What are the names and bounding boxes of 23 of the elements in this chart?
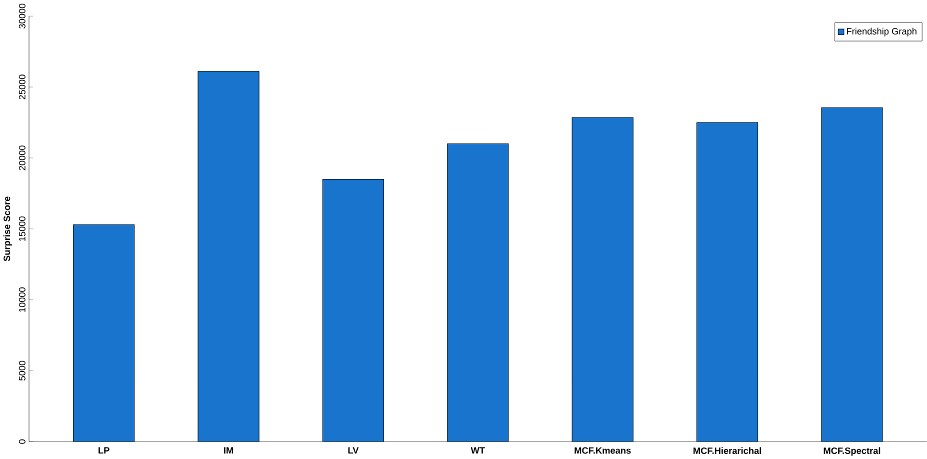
bar (198, 71, 260, 442)
y-tick-label: 15000 (18, 216, 26, 241)
y-tick-label: 10000 (18, 287, 26, 312)
y-tick-label: 30000 (18, 4, 26, 28)
bar (322, 179, 384, 442)
bar (572, 117, 634, 442)
y-tick-label: 25000 (18, 74, 26, 100)
x-tick-label: LV (348, 447, 359, 454)
y-tick-label: 0 (18, 439, 26, 444)
x-tick-label: MCF.Kmeans (574, 447, 631, 454)
bar (73, 224, 134, 442)
x-tick-label: LP (98, 447, 110, 454)
x-tick-label: MCF.Hierarichal (694, 447, 762, 454)
x-tick-label: MCF.Spectral (824, 447, 880, 456)
y-axis-title: Surprise Score (3, 196, 12, 262)
bar (696, 122, 758, 442)
bar (447, 144, 508, 442)
bar (821, 107, 883, 442)
x-tick-label: IM (224, 447, 233, 454)
legend-label: Friendship Graph (846, 28, 916, 36)
x-tick-label: WT (470, 447, 485, 454)
y-tick-label: 20000 (18, 145, 26, 170)
y-tick-label: 5000 (18, 360, 26, 380)
